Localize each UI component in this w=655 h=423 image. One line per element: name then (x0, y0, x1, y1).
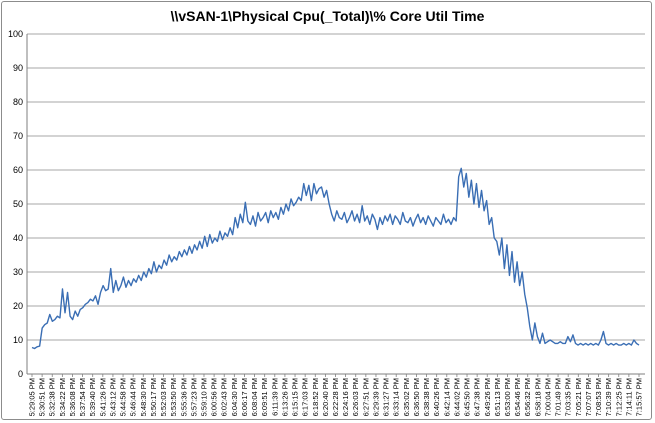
x-tick-label: 6:29:39 PM (372, 378, 381, 416)
series-line (31, 167, 640, 350)
x-tick-label: 5:32:38 PM (48, 378, 57, 416)
x-tick-label: 6:20:40 PM (321, 378, 330, 416)
x-tick-label: 7:15:57 PM (635, 378, 644, 416)
x-tick-label: 6:35:02 PM (402, 378, 411, 416)
x-tick-label: 7:12:25 PM (614, 378, 623, 416)
y-tick-label: 30 (13, 267, 23, 277)
x-tick-label: 7:07:07 PM (584, 378, 593, 416)
x-tick-label: 6:06:17 PM (240, 378, 249, 416)
y-tick-label: 60 (13, 165, 23, 175)
x-tick-label: 5:43:12 PM (108, 378, 117, 416)
gridlines (27, 33, 645, 341)
x-tick-label: 6:44:02 PM (452, 378, 461, 416)
y-tick-label: 40 (13, 233, 23, 243)
x-tick-label: 6:36:50 PM (412, 378, 421, 416)
x-tick-label: 7:01:49 PM (554, 378, 563, 416)
x-tick-label: 5:59:10 PM (200, 378, 209, 416)
x-tick-label: 6:40:26 PM (432, 378, 441, 416)
x-tick-label: 5:50:17 PM (149, 378, 158, 416)
x-tick-label: 5:48:30 PM (139, 378, 148, 416)
x-tick-label: 5:29:05 PM (28, 378, 37, 416)
x-tick-label: 7:10:39 PM (604, 378, 613, 416)
x-tick-label: 6:24:16 PM (341, 378, 350, 416)
x-tick-label: 6:00:56 PM (210, 378, 219, 416)
x-tick-label: 6:38:38 PM (422, 378, 431, 416)
x-tick-label: 5:39:40 PM (88, 378, 97, 416)
y-tick-label: 70 (13, 131, 23, 141)
x-tick-label: 6:47:38 PM (473, 378, 482, 416)
x-tick-label: 6:56:32 PM (523, 378, 532, 416)
x-tick-label: 6:26:03 PM (351, 378, 360, 416)
y-tick-label: 50 (13, 199, 23, 209)
x-tick-label: 6:04:30 PM (230, 378, 239, 416)
x-tick-label: 5:55:36 PM (179, 378, 188, 416)
x-tick-label: 6:02:43 PM (220, 378, 229, 416)
axes (26, 34, 645, 377)
x-tick-label: 6:58:18 PM (533, 378, 542, 416)
x-tick-label: 6:22:28 PM (331, 378, 340, 416)
y-tick-label: 0 (18, 369, 23, 379)
y-tick-label: 90 (13, 63, 23, 73)
x-tick-label: 6:31:27 PM (382, 378, 391, 416)
chart-title: \\vSAN-1\Physical Cpu(_Total)\% Core Uti… (170, 8, 485, 24)
x-axis-tick-labels: 5:29:05 PM 5:30:51 PM 5:32:38 PM 5:34:22 PM… (28, 378, 644, 416)
y-axis-tick-labels: 0 10 20 30 40 50 60 70 80 90 100 (8, 29, 23, 379)
x-tick-label: 6:13:26 PM (280, 378, 289, 416)
x-tick-label: 6:53:00 PM (503, 378, 512, 416)
x-tick-label: 5:44:58 PM (119, 378, 128, 416)
x-tick-label: 6:49:26 PM (483, 378, 492, 416)
x-tick-label: 5:30:51 PM (38, 378, 47, 416)
x-tick-label: 6:27:51 PM (361, 378, 370, 416)
x-tick-label: 6:33:14 PM (392, 378, 401, 416)
x-tick-label: 5:37:54 PM (78, 378, 87, 416)
x-tick-label: 7:05:21 PM (574, 378, 583, 416)
series-group (31, 167, 640, 350)
x-tick-label: 5:34:22 PM (58, 378, 67, 416)
y-tick-label: 10 (13, 335, 23, 345)
x-tick-label: 5:57:23 PM (189, 378, 198, 416)
x-tick-label: 6:08:04 PM (250, 378, 259, 416)
y-tick-label: 100 (8, 29, 23, 39)
x-tick-label: 5:46:44 PM (129, 378, 138, 416)
x-tick-label: 6:17:03 PM (301, 378, 310, 416)
y-tick-label: 20 (13, 301, 23, 311)
y-tick-label: 80 (13, 97, 23, 107)
x-tick-label: 5:41:26 PM (98, 378, 107, 416)
x-tick-label: 5:36:08 PM (68, 378, 77, 416)
x-tick-label: 6:54:46 PM (513, 378, 522, 416)
x-tick-label: 5:53:50 PM (169, 378, 178, 416)
x-tick-label: 7:14:11 PM (624, 378, 633, 416)
x-tick-label: 7:03:35 PM (564, 378, 573, 416)
x-tick-label: 7:00:04 PM (544, 378, 553, 416)
x-tick-label: 6:09:51 PM (260, 378, 269, 416)
x-tick-label: 6:45:50 PM (463, 378, 472, 416)
x-tick-label: 5:52:03 PM (159, 378, 168, 416)
x-tick-label: 6:51:13 PM (493, 378, 502, 416)
x-tick-label: 7:08:53 PM (594, 378, 603, 416)
x-tick-label: 6:11:39 PM (270, 378, 279, 416)
x-tick-label: 6:18:52 PM (311, 378, 320, 416)
x-tick-label: 6:15:15 PM (291, 378, 300, 416)
x-tick-label: 6:42:14 PM (442, 378, 451, 416)
